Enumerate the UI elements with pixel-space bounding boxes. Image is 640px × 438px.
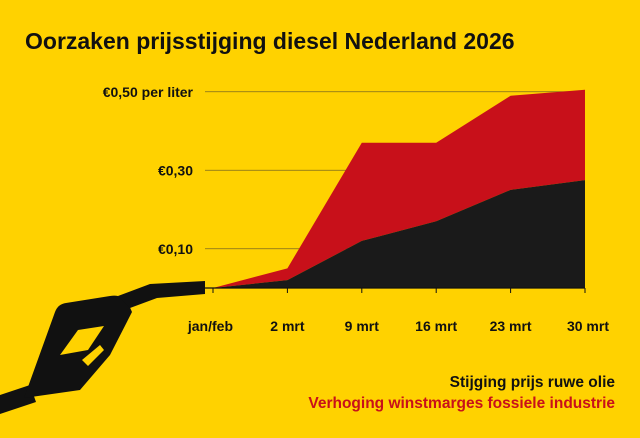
legend: Stijging prijs ruwe olie Verhoging winst… xyxy=(308,372,615,414)
series-area-crude-oil xyxy=(213,180,585,288)
legend-item-crude-oil: Stijging prijs ruwe olie xyxy=(449,374,615,391)
nozzle-lever-icon xyxy=(82,345,104,366)
x-tick-label: 16 mrt xyxy=(415,318,457,334)
x-tick-label: 23 mrt xyxy=(490,318,532,334)
x-tick-label: 2 mrt xyxy=(270,318,305,334)
x-tick-label: jan/feb xyxy=(187,318,233,334)
nozzle-trigger-icon xyxy=(60,326,104,355)
legend-item-margins: Verhoging winstmarges fossiele industrie xyxy=(308,395,615,412)
y-tick-label: €0,10 xyxy=(158,241,193,257)
y-tick-labels: €0,10 €0,30 €0,50 per liter xyxy=(103,84,194,257)
x-tick-label: 30 mrt xyxy=(567,318,609,334)
chart-title: Oorzaken prijsstijging diesel Nederland … xyxy=(25,28,515,54)
x-tick-label: 9 mrt xyxy=(345,318,380,334)
stacked-areas xyxy=(213,89,585,289)
x-tick-labels: jan/feb 2 mrt 9 mrt 16 mrt 23 mrt 30 mrt xyxy=(187,318,609,334)
fuel-nozzle-icon xyxy=(0,281,205,414)
y-tick-label: €0,30 xyxy=(158,162,193,178)
y-tick-label: €0,50 per liter xyxy=(103,84,194,100)
nozzle-spout-icon xyxy=(118,281,205,308)
series-area-margins xyxy=(213,89,585,289)
x-tick-marks xyxy=(212,288,586,293)
